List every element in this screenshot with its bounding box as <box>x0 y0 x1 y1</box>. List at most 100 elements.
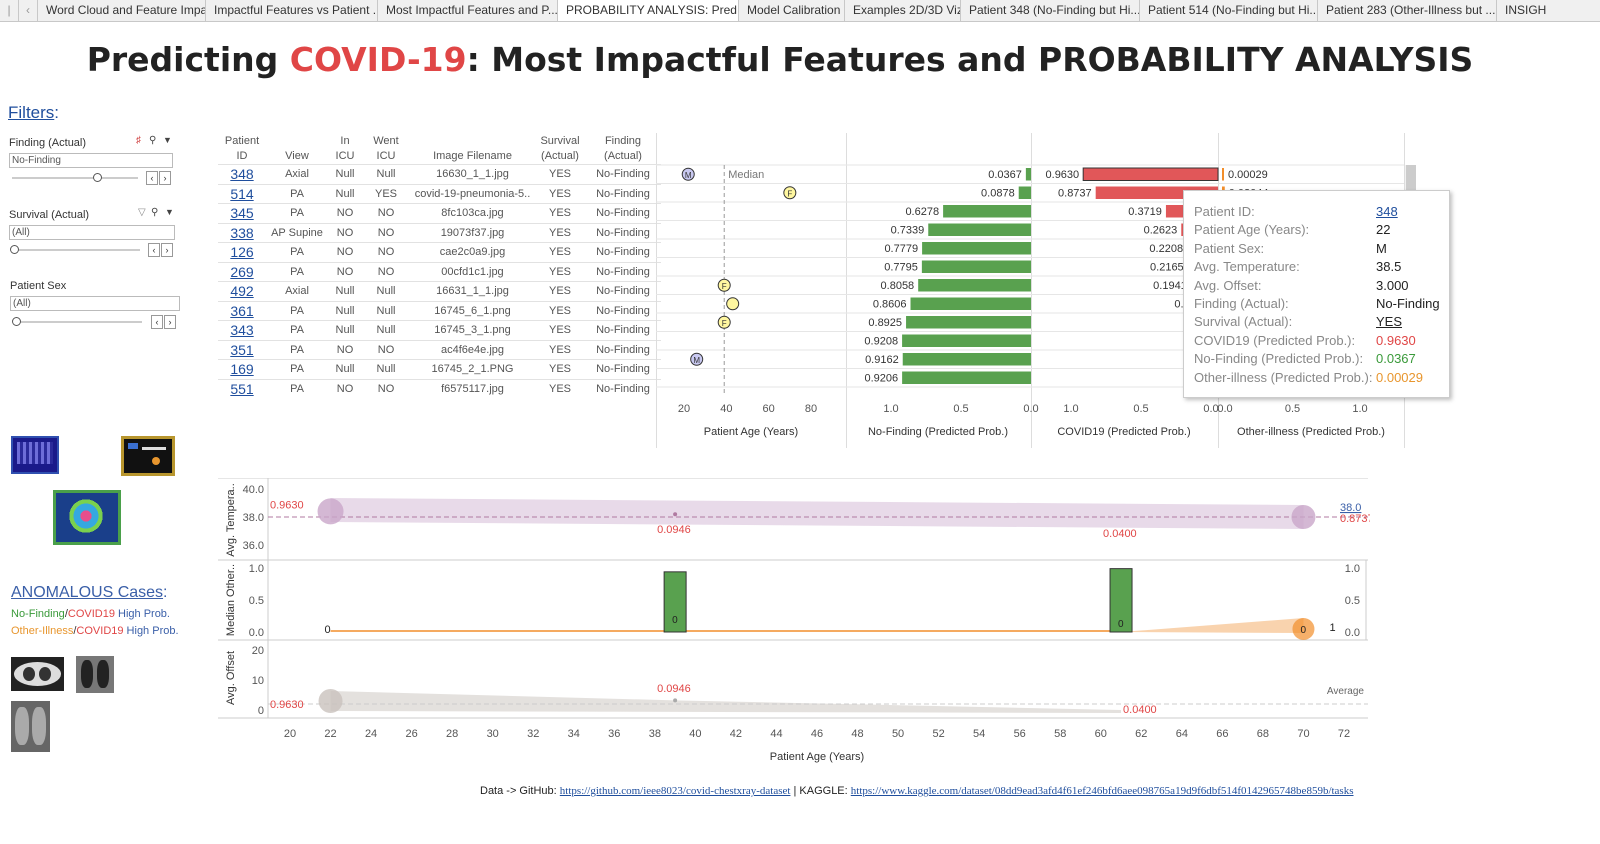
survival-next-button[interactable]: › <box>161 243 173 257</box>
age-tick: 20 <box>678 403 690 415</box>
xray-thumbnail-1[interactable] <box>76 656 114 693</box>
finding-filter-select[interactable]: No-Finding <box>9 153 173 168</box>
table-row[interactable]: 269 PA NO NO 00cfd1c1.jpg YES No-Finding <box>218 261 661 282</box>
x-tick: 26 <box>405 728 417 740</box>
table-row[interactable]: 551 PA NO NO f6575117.jpg YES No-Finding <box>218 378 661 398</box>
tab-impactful-features[interactable]: Impactful Features vs Patient ... <box>206 0 378 21</box>
cell-pid[interactable]: 551 <box>218 378 266 398</box>
clear-filter-icon[interactable]: ♯ <box>136 135 141 146</box>
patient-id-link[interactable]: 361 <box>230 302 254 319</box>
sex-next-button[interactable]: › <box>164 315 176 329</box>
finding-next-button[interactable]: › <box>159 171 171 185</box>
cell-view: AP Supine <box>266 222 328 243</box>
patient-id-link[interactable]: 348 <box>230 166 254 183</box>
survival-slider-handle[interactable] <box>10 245 19 254</box>
search-icon[interactable]: ⚲ <box>151 207 159 218</box>
cell-pid[interactable]: 345 <box>218 203 266 223</box>
cell-pid[interactable]: 514 <box>218 183 266 204</box>
cell-finding: No-Finding <box>585 222 661 243</box>
cell-pid[interactable]: 338 <box>218 222 266 243</box>
cell-icu: Null <box>328 359 362 379</box>
patient-id-link[interactable]: 269 <box>230 263 254 280</box>
age-marker <box>726 297 740 311</box>
tab-patient-514[interactable]: Patient 514 (No-Finding but Hi... <box>1140 0 1318 21</box>
survival-filter-select[interactable]: (All) <box>9 225 175 240</box>
github-link[interactable]: https://github.com/ieee8023/covid-chestx… <box>559 785 791 797</box>
tooltip-key: Survival (Actual): <box>1194 314 1293 330</box>
table-row[interactable]: 343 PA Null Null 16745_3_1.png YES No-Finding <box>218 320 661 340</box>
ct-scan-thumbnail[interactable] <box>11 657 64 691</box>
cell-finding: No-Finding <box>585 203 661 223</box>
cell-went: Null <box>362 359 410 379</box>
nofinding-bar <box>906 316 1031 329</box>
cell-pid[interactable]: 348 <box>218 164 266 184</box>
tab-examples-viz[interactable]: Examples 2D/3D Viz <box>845 0 961 21</box>
x-tick: 50 <box>892 728 904 740</box>
tab-patient-283[interactable]: Patient 283 (Other-Illness but ... <box>1318 0 1497 21</box>
cell-finding: No-Finding <box>585 359 661 379</box>
table-row[interactable]: 361 PA Null Null 16745_6_1.png YES No-Finding <box>218 300 661 321</box>
sex-prev-button[interactable]: ‹ <box>151 315 163 329</box>
tab-scroll-left[interactable]: | <box>0 0 19 21</box>
dashboard-thumbnail[interactable] <box>121 436 175 476</box>
search-icon[interactable]: ⚲ <box>149 135 157 146</box>
table-row[interactable]: 351 PA NO NO ac4f6e4e.jpg YES No-Finding <box>218 339 661 360</box>
cell-pid[interactable]: 492 <box>218 281 266 301</box>
tooltip-value[interactable]: 348 <box>1376 204 1398 219</box>
nofinding-value: 0.8925 <box>868 317 902 329</box>
patient-id-link[interactable]: 492 <box>230 283 254 300</box>
xray-thumbnail-2[interactable] <box>11 701 50 752</box>
filter-icon[interactable]: ▽ <box>138 207 146 218</box>
patient-id-link[interactable]: 169 <box>230 361 254 378</box>
cell-pid[interactable]: 351 <box>218 339 266 360</box>
cell-pid[interactable]: 343 <box>218 320 266 340</box>
tab-model-calibration[interactable]: Model Calibration <box>739 0 845 21</box>
table-row[interactable]: 126 PA NO NO cae2c0a9.jpg YES No-Finding <box>218 242 661 262</box>
tab-probability-analysis[interactable]: PROBABILITY ANALYSIS: Pred... <box>558 0 739 21</box>
finding-filter-slider[interactable] <box>12 177 138 179</box>
patient-id-link[interactable]: 338 <box>230 224 254 241</box>
table-row[interactable]: 348 Axial Null Null 16630_1_1.jpg YES No-Findi… <box>218 164 661 184</box>
sex-filter-slider[interactable] <box>16 321 142 323</box>
finding-prev-button[interactable]: ‹ <box>146 171 158 185</box>
patient-id-link[interactable]: 351 <box>230 341 254 358</box>
chevron-left-icon[interactable]: ‹ <box>19 0 38 21</box>
kaggle-link[interactable]: https://www.kaggle.com/dataset/08dd9ead3… <box>850 785 1354 797</box>
nofinding-axis-title: No-Finding (Predicted Prob.) <box>868 426 1008 438</box>
patient-id-link[interactable]: 126 <box>230 244 254 261</box>
brain-network-thumbnail[interactable] <box>53 490 121 545</box>
table-row[interactable]: 338 AP Supine NO NO 19073f37.jpg YES No-Findin… <box>218 222 661 243</box>
patient-id-link[interactable]: 343 <box>230 322 254 339</box>
table-row[interactable]: 514 PA Null YES covid-19-pneumonia-5.. YES No-… <box>218 183 661 204</box>
cell-icu: Null <box>328 281 362 301</box>
other-value: 0.00029 <box>1228 169 1268 181</box>
x-tick: 28 <box>446 728 458 740</box>
cell-pid[interactable]: 361 <box>218 300 266 321</box>
table-row[interactable]: 169 PA Null Null 16745_2_1.PNG YES No-Finding <box>218 359 661 379</box>
temp-axis-label: Avg. Tempera.. <box>225 483 237 557</box>
tab-insight[interactable]: INSIGH <box>1505 3 1547 17</box>
cell-pid[interactable]: 126 <box>218 242 266 262</box>
patient-id-link[interactable]: 551 <box>230 380 254 397</box>
chevron-down-icon[interactable]: ▼ <box>165 207 174 217</box>
age-marker <box>783 186 797 200</box>
table-row[interactable]: 345 PA NO NO 8fc103ca.jpg YES No-Finding <box>218 203 661 223</box>
table-row[interactable]: 492 Axial Null Null 16631_1_1.jpg YES No-Findi… <box>218 281 661 301</box>
tab-word-cloud[interactable]: Word Cloud and Feature Impact <box>38 0 206 21</box>
patient-id-link[interactable]: 345 <box>230 205 254 222</box>
cell-finding: No-Finding <box>585 378 661 398</box>
cell-pid[interactable]: 169 <box>218 359 266 379</box>
survival-filter-slider[interactable] <box>14 249 140 251</box>
tab-patient-348[interactable]: Patient 348 (No-Finding but Hi... <box>961 0 1140 21</box>
sex-slider-handle[interactable] <box>12 317 21 326</box>
offset-label: 0.9630 <box>270 699 304 711</box>
finding-slider-handle[interactable] <box>93 173 102 182</box>
chevron-down-icon[interactable]: ▼ <box>163 135 172 145</box>
sex-filter-select[interactable]: (All) <box>10 296 180 311</box>
tab-most-impactful[interactable]: Most Impactful Features and P... <box>378 0 558 21</box>
cell-pid[interactable]: 269 <box>218 261 266 282</box>
patient-id-link[interactable]: 514 <box>230 185 254 202</box>
cell-file: 16745_3_1.png <box>410 320 535 340</box>
word-cloud-thumbnail[interactable] <box>11 436 59 474</box>
survival-prev-button[interactable]: ‹ <box>148 243 160 257</box>
